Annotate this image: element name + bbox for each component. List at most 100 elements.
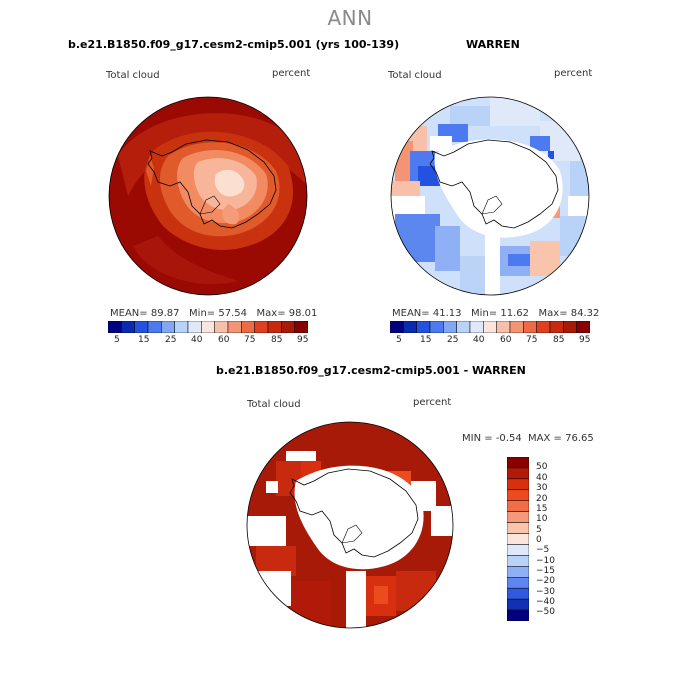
- panel1-colorbar: [108, 321, 308, 333]
- min-value: 11.62: [500, 308, 529, 319]
- colorbar-swatch: [201, 321, 215, 333]
- tick-label: −50: [536, 607, 555, 617]
- colorbar-swatch: [507, 555, 529, 567]
- tick-label: −15: [536, 566, 555, 576]
- colorbar-swatch: [161, 321, 175, 333]
- tick-label: 5: [396, 335, 402, 345]
- panel2-colorbar-ticks: 5 15 25 40 60 75 85 95: [390, 335, 590, 347]
- colorbar-swatch: [507, 598, 529, 611]
- mean-value: 41.13: [432, 308, 462, 319]
- min-label: MIN =: [462, 433, 493, 444]
- colorbar-swatch: [523, 321, 537, 333]
- colorbar-swatch: [507, 467, 529, 480]
- colorbar-swatch: [241, 321, 255, 333]
- main-title: ANN: [327, 6, 373, 30]
- colorbar-swatch: [403, 321, 417, 333]
- tick-label: 15: [536, 504, 548, 514]
- tick-label: 15: [420, 335, 432, 345]
- panel2-polar-map: [390, 96, 590, 296]
- tick-label: 85: [553, 335, 565, 345]
- tick-label: 5: [536, 525, 542, 535]
- tick-label: 10: [536, 514, 548, 524]
- max-value: 76.65: [565, 433, 594, 444]
- tick-label: 85: [271, 335, 283, 345]
- panel3-polar-map: [246, 421, 454, 629]
- panel3-units-label: percent: [413, 397, 452, 408]
- tick-label: −20: [536, 576, 555, 586]
- colorbar-swatch: [507, 457, 529, 469]
- panel1-colorbar-ticks: 5 15 25 40 60 75 85 95: [108, 335, 308, 347]
- tick-label: 30: [536, 483, 548, 493]
- tick-label: 25: [165, 335, 177, 345]
- colorbar-swatch: [483, 321, 497, 333]
- tick-label: −30: [536, 587, 555, 597]
- mean-label: MEAN=: [110, 308, 148, 319]
- panel1-polar-map: [108, 96, 308, 296]
- colorbar-swatch: [549, 321, 564, 333]
- panel3-case-title: b.e21.B1850.f09_g17.cesm2-cmip5.001 - WA…: [216, 364, 526, 377]
- panel1-variable-label: Total cloud: [106, 70, 160, 81]
- colorbar-swatch: [507, 478, 529, 491]
- tick-label: −5: [536, 545, 550, 555]
- colorbar-swatch: [509, 321, 524, 333]
- tick-label: 50: [536, 462, 548, 472]
- tick-label: 5: [114, 335, 120, 345]
- colorbar-swatch: [390, 321, 404, 333]
- colorbar-swatch: [147, 321, 162, 333]
- panel2-colorbar: [390, 321, 590, 333]
- panel2-variable-label: Total cloud: [388, 70, 442, 81]
- max-label: Max=: [538, 308, 568, 319]
- colorbar-swatch: [227, 321, 242, 333]
- min-value: -0.54: [495, 433, 522, 444]
- colorbar-swatch: [429, 321, 444, 333]
- panel2-case-title: WARREN: [466, 38, 520, 51]
- min-label: Min=: [189, 308, 216, 319]
- tick-label: 40: [191, 335, 203, 345]
- panel2-stats: MEAN= 41.13 Min= 11.62 Max= 84.32: [392, 308, 599, 319]
- tick-label: 20: [536, 494, 548, 504]
- colorbar-swatch: [507, 522, 529, 534]
- max-value: 98.01: [288, 308, 318, 319]
- colorbar-swatch: [536, 321, 551, 333]
- panel3-colorbar-ticks: 50 40 30 20 15 10 5 0 −5 −10 −15 −20 −30…: [536, 457, 576, 621]
- colorbar-swatch: [507, 577, 529, 589]
- colorbar-swatch: [121, 321, 135, 333]
- tick-label: 60: [218, 335, 230, 345]
- tick-label: 25: [447, 335, 459, 345]
- tick-label: 40: [536, 473, 548, 483]
- tick-label: 60: [500, 335, 512, 345]
- panel1-stats: MEAN= 89.87 Min= 57.54 Max= 98.01: [110, 308, 317, 319]
- panel3-variable-label: Total cloud: [247, 399, 301, 410]
- colorbar-swatch: [507, 533, 529, 545]
- colorbar-swatch: [416, 321, 431, 333]
- tick-label: 40: [473, 335, 485, 345]
- tick-label: −40: [536, 597, 555, 607]
- colorbar-swatch: [469, 321, 484, 333]
- colorbar-swatch: [443, 321, 457, 333]
- tick-label: 75: [244, 335, 256, 345]
- colorbar-swatch: [507, 587, 529, 600]
- tick-label: 95: [579, 335, 591, 345]
- colorbar-swatch: [507, 489, 529, 501]
- colorbar-swatch: [507, 500, 529, 512]
- colorbar-swatch: [563, 321, 577, 333]
- max-value: 84.32: [570, 308, 600, 319]
- colorbar-swatch: [294, 321, 308, 333]
- colorbar-swatch: [507, 609, 529, 621]
- colorbar-swatch: [507, 566, 529, 578]
- panel3-stats: MIN = -0.54 MAX = 76.65: [462, 433, 594, 444]
- colorbar-swatch: [507, 544, 529, 556]
- tick-label: 15: [138, 335, 150, 345]
- max-label: Max=: [256, 308, 286, 319]
- colorbar-swatch: [281, 321, 295, 333]
- max-label: MAX =: [528, 433, 562, 444]
- panel2-units-label: percent: [554, 68, 593, 79]
- colorbar-swatch: [576, 321, 590, 333]
- min-value: 57.54: [218, 308, 247, 319]
- colorbar-swatch: [254, 321, 269, 333]
- colorbar-swatch: [134, 321, 149, 333]
- colorbar-swatch: [214, 321, 229, 333]
- colorbar-swatch: [456, 321, 471, 333]
- colorbar-swatch: [174, 321, 189, 333]
- panel3-colorbar: [507, 457, 529, 621]
